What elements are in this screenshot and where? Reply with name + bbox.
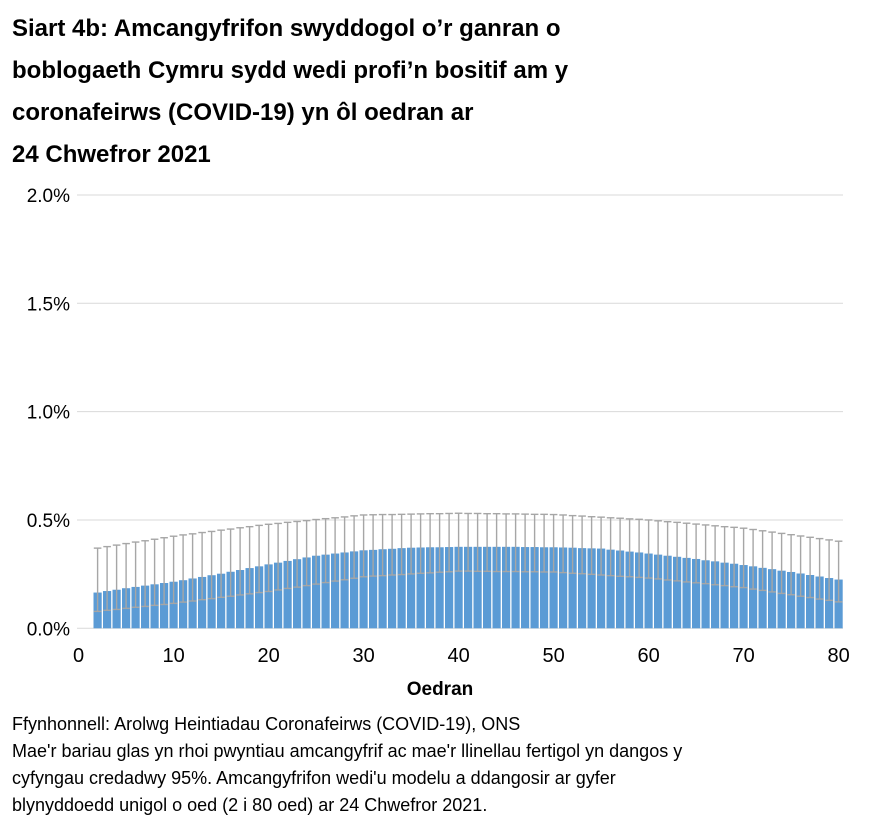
y-tick-label: 0.0% (27, 619, 70, 640)
bar (454, 546, 463, 629)
bar (616, 550, 625, 629)
bar (274, 562, 283, 629)
bar (378, 549, 387, 629)
bar (502, 546, 511, 629)
bar (416, 547, 425, 629)
bar (559, 547, 568, 629)
bar (711, 561, 720, 629)
bar (350, 551, 359, 629)
bar (169, 581, 178, 629)
x-tick-label: 70 (732, 645, 754, 667)
x-tick-label: 0 (73, 645, 84, 667)
bar (749, 566, 758, 629)
bar (825, 578, 834, 629)
bar (483, 546, 492, 629)
bar (255, 566, 264, 629)
y-tick-label: 1.0% (27, 403, 70, 424)
bar (682, 557, 691, 629)
bar (331, 553, 340, 629)
bar (340, 552, 349, 629)
bar (160, 583, 169, 629)
bar (226, 571, 235, 629)
x-tick-label: 50 (542, 645, 564, 667)
bar (739, 565, 748, 629)
x-tick-label: 30 (352, 645, 374, 667)
x-axis-title: Oedran (407, 679, 474, 700)
bar (644, 553, 653, 629)
x-tick-label: 40 (447, 645, 469, 667)
bar (777, 570, 786, 629)
bar (492, 546, 501, 629)
bar (530, 547, 539, 629)
bar (293, 559, 302, 629)
bar (597, 548, 606, 629)
bar (540, 547, 549, 629)
bar (815, 576, 824, 629)
bar (150, 584, 159, 629)
bar (730, 563, 739, 629)
x-tick-label: 80 (827, 645, 849, 667)
bar (264, 564, 273, 629)
bar (388, 548, 397, 629)
bar (179, 580, 188, 629)
y-tick-label: 2.0% (27, 186, 70, 207)
bar (473, 546, 482, 629)
bar (521, 547, 530, 629)
bar (568, 547, 577, 629)
bar (188, 578, 197, 629)
bar (796, 573, 805, 629)
bar (464, 546, 473, 629)
source-note: Ffynhonnell: Arolwg Heintiadau Coronafei… (12, 714, 683, 815)
bar (236, 570, 245, 629)
bar (359, 550, 368, 629)
bar (692, 558, 701, 629)
bar (312, 555, 321, 629)
bar (663, 555, 672, 629)
bar (606, 549, 615, 629)
bar (635, 552, 644, 629)
chart-title: Siart 4b: Amcangyfrifon swyddogol o’r ga… (12, 15, 569, 168)
bar (198, 576, 207, 629)
bar (787, 571, 796, 629)
y-tick-label: 0.5% (27, 511, 70, 532)
bar (654, 554, 663, 629)
x-tick-label: 20 (257, 645, 279, 667)
bar (625, 551, 634, 629)
bar (369, 549, 378, 629)
bar (435, 547, 444, 629)
bar (207, 575, 216, 629)
bar (245, 568, 254, 629)
bar (407, 547, 416, 629)
bar (426, 547, 435, 629)
bar (720, 562, 729, 629)
bar (673, 556, 682, 629)
x-tick-label: 10 (162, 645, 184, 667)
bar (549, 547, 558, 629)
bar (302, 557, 311, 629)
y-tick-label: 1.5% (27, 294, 70, 315)
bar (578, 548, 587, 629)
bar (217, 573, 226, 629)
bar (806, 574, 815, 629)
bar (587, 548, 596, 629)
bar (445, 547, 454, 629)
bar (768, 569, 777, 629)
bar (834, 579, 843, 629)
bar (397, 548, 406, 629)
bar (283, 560, 292, 629)
x-tick-label: 60 (637, 645, 659, 667)
bar (321, 554, 330, 629)
bar (701, 560, 710, 629)
bar (758, 567, 767, 629)
bar (511, 546, 520, 629)
